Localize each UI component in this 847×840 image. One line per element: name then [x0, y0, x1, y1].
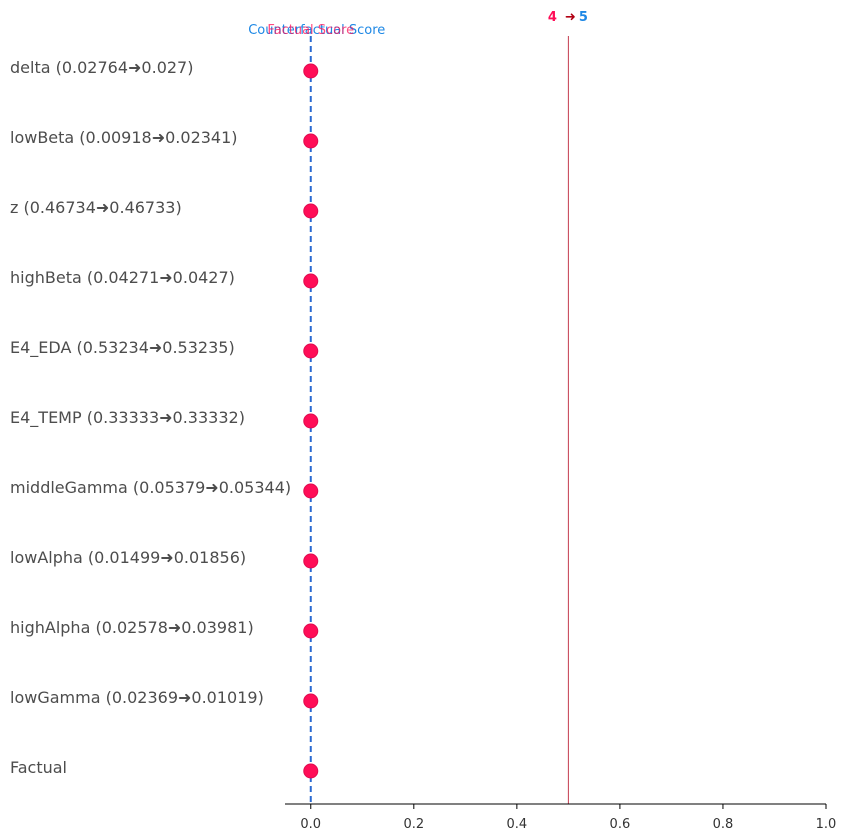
data-point [303, 693, 319, 709]
x-tick-label: 0.0 [300, 817, 321, 832]
data-point [303, 763, 319, 779]
data-point [303, 133, 319, 149]
factual-score-label: Factual Score [267, 23, 354, 38]
data-point [303, 553, 319, 569]
row-layer: delta (0.02764➜0.027) lowBeta (0.00918➜0.… [10, 58, 291, 777]
row-label: highBeta (0.04271➜0.0427) [10, 268, 235, 287]
data-point [303, 413, 319, 429]
x-tick-label: 0.8 [713, 817, 734, 832]
x-axis: 0.0 0.2 0.4 0.6 0.8 1.0 [285, 803, 837, 832]
x-tick-label: 1.0 [816, 817, 837, 832]
x-tick-label: 0.2 [403, 817, 424, 832]
class-arrow: ➜ [565, 10, 576, 25]
data-point [303, 343, 319, 359]
class-to-label: 5 [579, 10, 588, 25]
row-label: lowAlpha (0.01499➜0.01856) [10, 548, 246, 567]
x-tick-label: 0.6 [610, 817, 631, 832]
row-label: E4_TEMP (0.33333➜0.33332) [10, 408, 245, 428]
reference-lines [309, 36, 569, 804]
class-from-label: 4 [548, 10, 557, 25]
row-label: lowBeta (0.00918➜0.02341) [10, 128, 238, 147]
row-label: Factual [10, 758, 67, 777]
data-point [303, 483, 319, 499]
row-label: middleGamma (0.05379➜0.05344) [10, 478, 291, 497]
data-point [303, 63, 319, 79]
row-label: lowGamma (0.02369➜0.01019) [10, 688, 264, 707]
row-label: z (0.46734➜0.46733) [10, 198, 182, 217]
row-label: delta (0.02764➜0.027) [10, 58, 193, 77]
data-point [303, 273, 319, 289]
x-tick-label: 0.4 [507, 817, 528, 832]
row-label: E4_EDA (0.53234➜0.53235) [10, 338, 235, 358]
data-point [303, 623, 319, 639]
marker-layer [303, 63, 319, 779]
counterfactual-score-label: Counterfactual Score [248, 23, 385, 38]
row-label: highAlpha (0.02578➜0.03981) [10, 618, 254, 637]
data-point [303, 203, 319, 219]
